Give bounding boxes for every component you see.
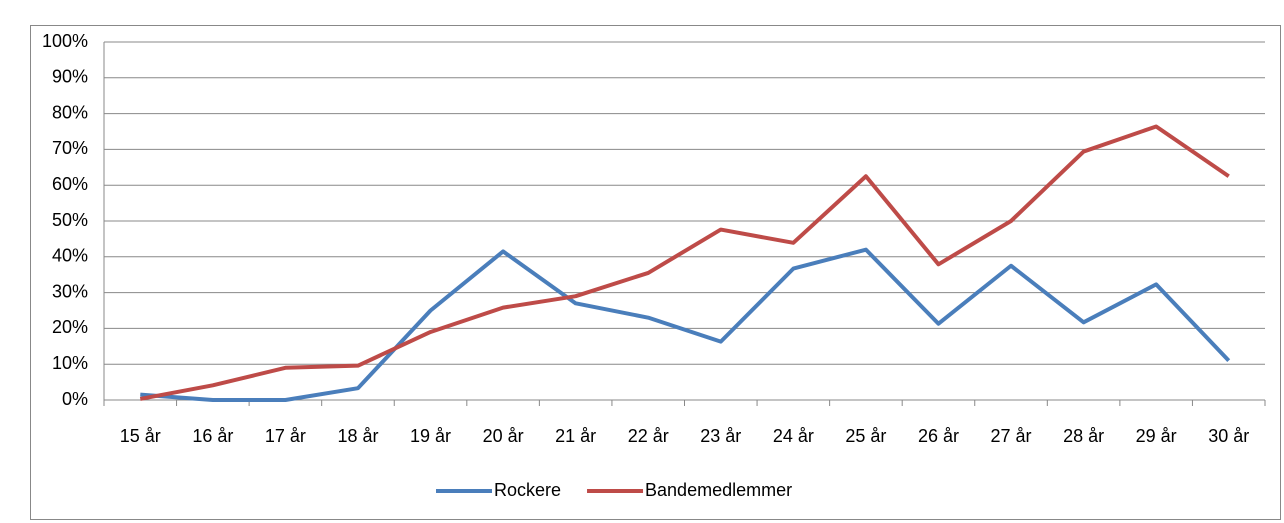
y-tick-label: 60%: [52, 174, 88, 194]
y-tick-label: 90%: [52, 67, 88, 87]
x-tick-label: 30 år: [1208, 426, 1249, 446]
y-tick-label: 20%: [52, 317, 88, 337]
x-tick-label: 16 år: [192, 426, 233, 446]
x-tick-label: 20 år: [483, 426, 524, 446]
x-tick-label: 21 år: [555, 426, 596, 446]
x-tick-label: 24 år: [773, 426, 814, 446]
y-tick-label: 50%: [52, 210, 88, 230]
legend-label: Bandemedlemmer: [645, 480, 792, 500]
x-tick-label: 26 år: [918, 426, 959, 446]
x-tick-label: 19 år: [410, 426, 451, 446]
y-tick-label: 80%: [52, 102, 88, 122]
x-tick-label: 23 år: [700, 426, 741, 446]
y-tick-label: 0%: [62, 389, 88, 409]
x-tick-label: 15 år: [120, 426, 161, 446]
y-tick-label: 10%: [52, 353, 88, 373]
x-tick-label: 28 år: [1063, 426, 1104, 446]
x-tick-label: 17 år: [265, 426, 306, 446]
series-line: [140, 247, 1231, 402]
y-tick-label: 30%: [52, 281, 88, 301]
y-tick-label: 40%: [52, 246, 88, 266]
chart-border: [30, 25, 1281, 520]
x-tick-label: 22 år: [628, 426, 669, 446]
x-tick-label: 27 år: [991, 426, 1032, 446]
x-tick-label: 29 år: [1136, 426, 1177, 446]
series-line: [139, 124, 1230, 401]
x-tick-label: 18 år: [337, 426, 378, 446]
y-tick-label: 70%: [52, 138, 88, 158]
legend-label: Rockere: [494, 480, 561, 500]
y-tick-label: 100%: [42, 31, 88, 51]
x-tick-label: 25 år: [845, 426, 886, 446]
